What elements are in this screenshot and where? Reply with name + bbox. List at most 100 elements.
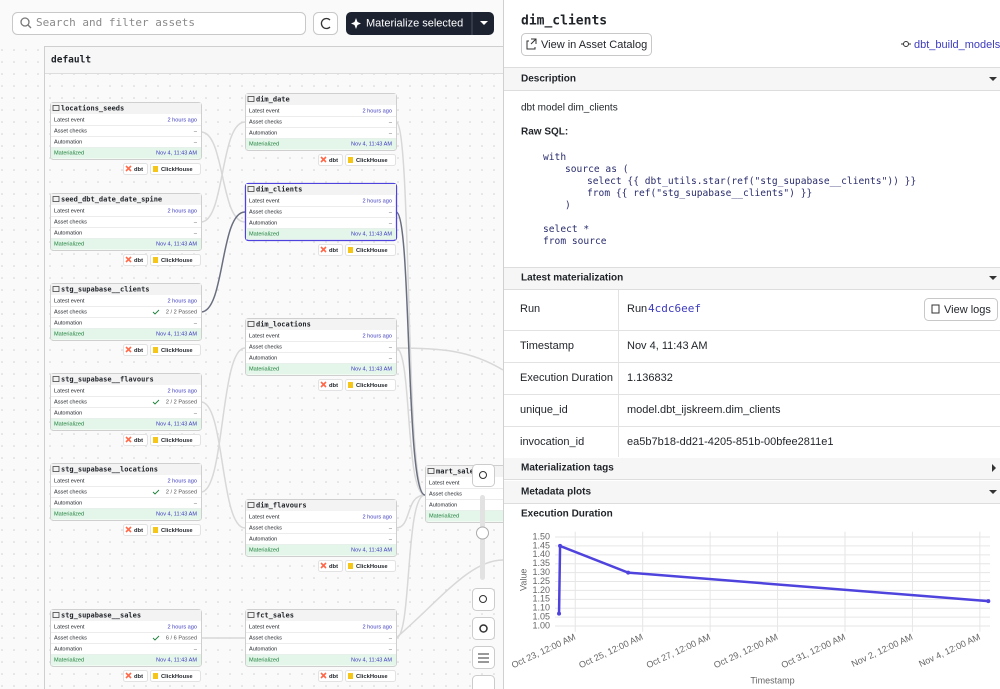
dropdown-icon[interactable] <box>480 21 488 25</box>
node-name: dim_flavours <box>256 502 307 510</box>
tag <box>150 434 201 446</box>
node-icon <box>247 321 255 327</box>
view-logs-button[interactable] <box>924 298 998 321</box>
row-label: Materialized <box>249 231 279 237</box>
asset-node[interactable]: dim_locations Latest event 2 hours ago Asse… <box>245 318 397 391</box>
row-label: Asset checks <box>54 399 87 405</box>
asset-node[interactable]: stg_supabase__flavours Latest event 2 hour… <box>50 373 202 446</box>
asset-node[interactable]: dim_date Latest event 2 hours ago Asset che… <box>245 93 397 166</box>
filter-icon <box>478 653 489 663</box>
tag <box>123 344 148 356</box>
job-link[interactable]: dbt_build_models <box>914 39 1000 51</box>
row-value: 2 / 2 Passed <box>166 489 197 495</box>
node-box <box>244 182 398 242</box>
zoom-in-button[interactable] <box>472 464 495 487</box>
clickhouse-icon <box>153 166 158 172</box>
dbt-icon <box>320 562 327 569</box>
y-tick-label: 1.45 <box>532 540 550 550</box>
check-icon <box>152 309 160 315</box>
tag-label: ClickHouse <box>161 258 193 264</box>
tag <box>318 154 343 166</box>
row-value: 2 / 2 Passed <box>166 309 197 315</box>
row-value: 2 hours ago <box>362 624 392 630</box>
chevron <box>992 464 996 472</box>
section-header[interactable] <box>504 67 1000 90</box>
node-box <box>50 283 202 341</box>
settings-button[interactable] <box>472 617 495 640</box>
asset-node[interactable]: stg_supabase__sales Latest event 2 hours a… <box>50 609 202 682</box>
row-value: 2 hours ago <box>362 514 392 520</box>
node-header <box>51 284 201 295</box>
zoom-out-button[interactable] <box>472 588 495 611</box>
dbt-icon <box>125 526 132 533</box>
section-header[interactable] <box>504 267 1000 289</box>
row-label: Materialized <box>429 513 459 519</box>
external-icon <box>526 38 537 50</box>
row-label: Materialized <box>54 241 84 247</box>
row-value: – <box>389 536 393 542</box>
run-id-link[interactable]: 4cdc6eef <box>648 302 701 315</box>
materialize-button[interactable] <box>346 12 494 35</box>
dbt-icon <box>125 256 132 263</box>
materialized-row <box>246 654 396 666</box>
row-label: Materialized <box>54 421 84 427</box>
data-point <box>986 599 991 604</box>
catalog-button[interactable] <box>521 33 652 56</box>
row-label: Automation <box>54 230 82 236</box>
row-value: Nov 4, 11:43 AM <box>156 657 197 663</box>
row-value: – <box>194 320 198 326</box>
row-value: – <box>194 219 198 225</box>
tag-label: ClickHouse <box>161 528 193 534</box>
table-label: Execution Duration <box>520 372 613 384</box>
clickhouse-icon <box>153 347 158 353</box>
row-label: Asset checks <box>429 491 462 497</box>
chevron <box>989 77 997 81</box>
refresh-icon <box>320 17 331 30</box>
row-label: Asset checks <box>249 119 282 125</box>
section-title: Materialization tags <box>521 463 614 474</box>
row-value: 2 hours ago <box>167 478 197 484</box>
settings-icon <box>479 624 488 633</box>
asset-node[interactable]: dim_clients Latest event 2 hours ago Asset … <box>244 182 398 256</box>
row-label: Latest event <box>54 117 85 123</box>
asset-node[interactable]: stg_supabase__clients Latest event 2 hours… <box>50 283 202 356</box>
tag <box>345 560 396 572</box>
row-value: Nov 4, 11:43 AM <box>156 241 197 247</box>
check-icon <box>152 399 160 405</box>
row-label: Latest event <box>249 198 280 204</box>
row-label: Automation <box>249 355 277 361</box>
download-button[interactable] <box>472 675 495 689</box>
tag <box>318 379 343 391</box>
sql-line: ) <box>565 200 571 211</box>
zoom-handle[interactable] <box>476 526 489 540</box>
search-box[interactable] <box>12 12 306 35</box>
node-header <box>51 194 201 205</box>
row-value: – <box>389 209 393 215</box>
asset-node[interactable]: dim_flavours Latest event 2 hours ago Asset… <box>245 499 397 572</box>
row-label: Automation <box>54 646 82 652</box>
asset-node[interactable]: locations_seeds Latest event 2 hours ago As… <box>50 102 202 175</box>
section-header[interactable] <box>504 481 1000 503</box>
asset-node[interactable]: fct_sales Latest event 2 hours ago Asset ch… <box>245 609 397 682</box>
row-value: Nov 4, 11:43 AM <box>156 511 197 517</box>
asset-node[interactable]: seed_dbt_date_date_spine Latest event 2 ho… <box>50 193 202 266</box>
table-value: ea5b7b18-dd21-4205-851b-00bfee2811e1 <box>627 436 834 448</box>
row-value: 2 hours ago <box>167 388 197 394</box>
materialized-row <box>51 508 201 520</box>
dbt-icon <box>125 436 132 443</box>
row-label: Latest event <box>54 624 85 630</box>
node-name: dim_clients <box>256 186 302 194</box>
node-icon <box>247 502 255 508</box>
asset-node[interactable]: stg_supabase__locations Latest event 2 hou… <box>50 463 202 536</box>
row-label: Automation <box>54 320 82 326</box>
tag <box>345 244 396 256</box>
section-header[interactable] <box>504 458 1000 479</box>
tag-label: dbt <box>134 674 143 680</box>
clickhouse-icon <box>153 527 158 533</box>
selected-edge <box>395 211 426 496</box>
y-tick-label: 1.40 <box>532 549 550 559</box>
refresh-button[interactable] <box>313 12 338 35</box>
logs-icon <box>931 304 940 314</box>
tag-label: dbt <box>134 258 143 264</box>
